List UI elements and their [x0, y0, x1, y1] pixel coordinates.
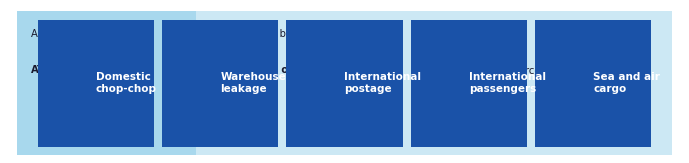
FancyBboxPatch shape: [535, 20, 651, 147]
Text: Administered by: Administered by: [31, 29, 113, 39]
Text: Warehouse
leakage: Warehouse leakage: [220, 72, 286, 94]
FancyBboxPatch shape: [17, 11, 672, 155]
FancyBboxPatch shape: [17, 11, 196, 155]
FancyBboxPatch shape: [38, 20, 154, 147]
Text: International
postage: International postage: [344, 72, 422, 94]
FancyBboxPatch shape: [287, 20, 402, 147]
Text: Sea and air
cargo: Sea and air cargo: [593, 72, 660, 94]
FancyBboxPatch shape: [411, 20, 527, 147]
Text: (Australian Border Force): (Australian Border Force): [416, 65, 544, 75]
Text: ATO: ATO: [31, 65, 54, 75]
FancyBboxPatch shape: [162, 20, 278, 147]
Text: Department of Home Affairs: Department of Home Affairs: [210, 65, 370, 75]
Text: Domestic
chop-chop: Domestic chop-chop: [96, 72, 157, 94]
Text: Administered by: Administered by: [210, 29, 292, 39]
Text: International
passengers: International passengers: [469, 72, 546, 94]
